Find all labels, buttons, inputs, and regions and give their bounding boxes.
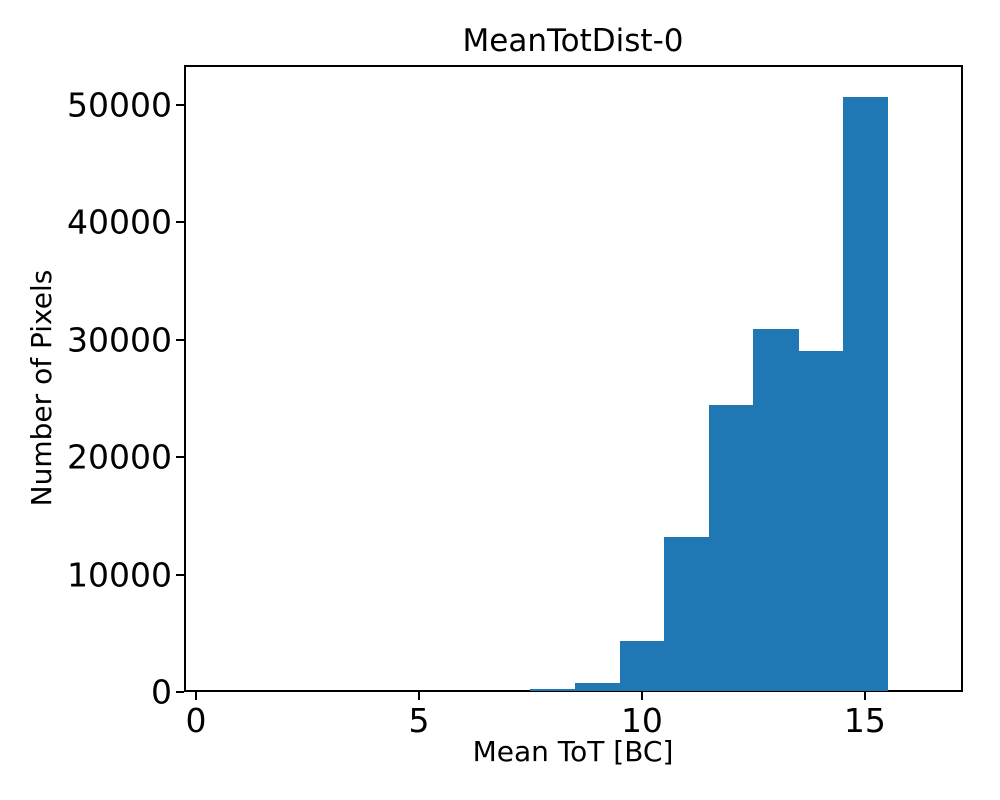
x-tick-label: 5 [408, 701, 430, 740]
y-tick-label: 40000 [67, 202, 172, 242]
y-tick-label: 20000 [67, 437, 172, 477]
y-axis-tick [176, 338, 184, 341]
x-tick-label: 0 [185, 701, 207, 740]
chart-title: MeanTotDist-0 [462, 23, 684, 59]
x-axis-tick [863, 692, 866, 700]
histogram-bar [530, 689, 576, 691]
x-axis-tick [640, 692, 643, 700]
x-tick-label: 10 [620, 701, 663, 740]
y-axis-tick [176, 103, 184, 106]
y-tick-label: 30000 [67, 320, 172, 360]
histogram-bar [753, 329, 799, 691]
y-axis-tick [176, 573, 184, 576]
y-axis-label: Number of Pixels [25, 269, 58, 507]
histogram-bar [842, 96, 888, 691]
histogram-bar [708, 404, 755, 691]
x-axis-tick [195, 692, 198, 700]
histogram-bar [798, 351, 844, 691]
histogram-bar [664, 537, 710, 691]
y-tick-label: 10000 [67, 555, 172, 595]
x-axis-label: Mean ToT [BC] [472, 735, 674, 768]
histogram-bar [619, 641, 665, 691]
y-axis-tick [176, 221, 184, 224]
x-tick-label: 15 [843, 701, 886, 740]
y-axis-tick [176, 456, 184, 459]
histogram-bar [575, 682, 621, 691]
y-axis-tick [176, 691, 184, 693]
x-axis-tick [417, 692, 420, 700]
y-tick-label: 50000 [67, 85, 172, 125]
y-tick-label: 0 [151, 672, 172, 712]
